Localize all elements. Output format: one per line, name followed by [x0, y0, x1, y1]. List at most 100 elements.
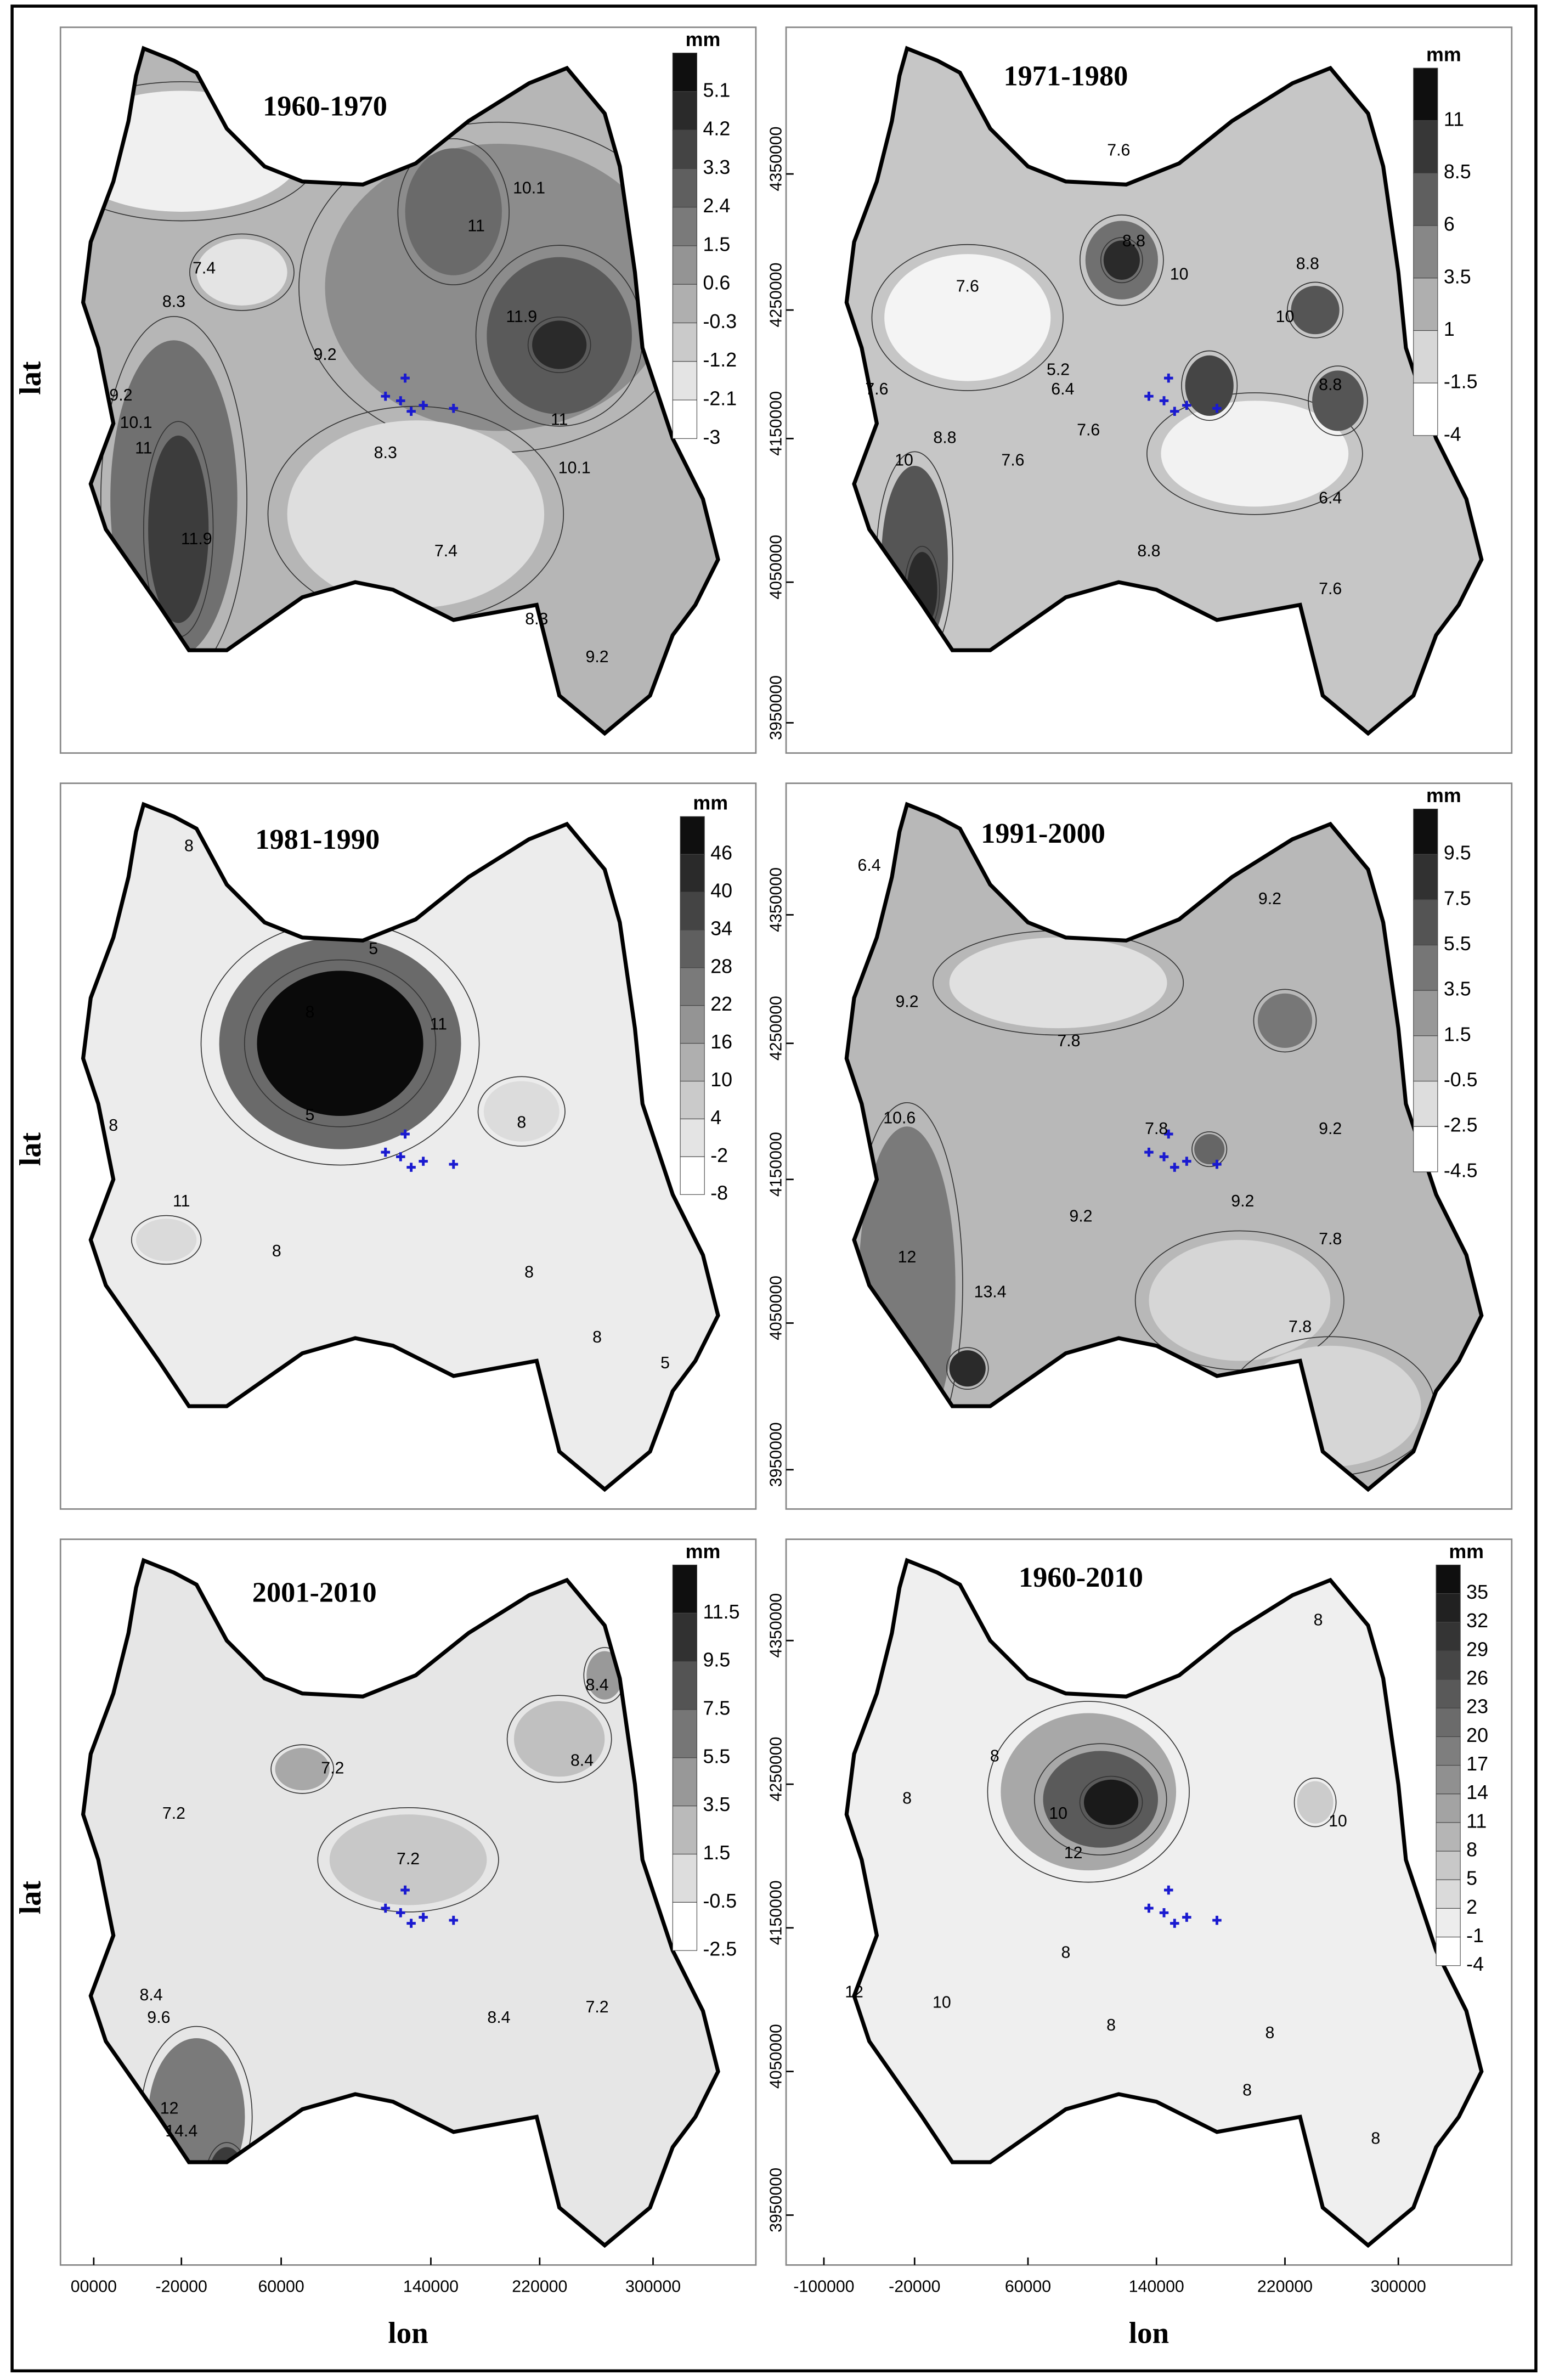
legend-label: 22 [710, 993, 732, 1015]
y-axis-label: lat [13, 1132, 47, 1166]
shade-zone [287, 420, 545, 608]
station [1212, 1159, 1222, 1169]
shade-zone [257, 971, 423, 1116]
legend-swatch [680, 967, 705, 1006]
legend-label: 8 [1466, 1839, 1477, 1861]
shade-zone [1161, 401, 1349, 507]
legend-label: 8.5 [1444, 161, 1471, 183]
y-tick-label: 4350000 [767, 127, 786, 191]
contour-label: 7.8 [1145, 1120, 1168, 1138]
contour-label: 9.2 [1319, 1120, 1342, 1138]
station [1164, 1129, 1173, 1139]
contour-label: 10 [1329, 1812, 1347, 1830]
station [396, 1908, 405, 1917]
contour-label: 11 [467, 217, 484, 235]
contour-label: 8 [524, 1264, 534, 1282]
station [400, 1129, 410, 1139]
contour-line [244, 959, 437, 1127]
station [1159, 1908, 1169, 1917]
legend-label: 10 [710, 1069, 732, 1091]
x-tick-label: 60000 [1005, 2278, 1051, 2296]
x-tick-label: 140000 [1129, 2278, 1184, 2296]
x-tick-label: 300000 [625, 2278, 681, 2296]
legend-label: -4 [1466, 1953, 1484, 1975]
contour-line [1146, 392, 1363, 515]
x-tick-label: 220000 [1257, 2278, 1313, 2296]
station [1170, 1163, 1179, 1172]
legend-label: 46 [710, 842, 732, 864]
legend-swatch [672, 1612, 698, 1662]
legend-swatch [1436, 1650, 1461, 1680]
contour-label: 8 [990, 1747, 999, 1765]
station [1144, 1147, 1154, 1157]
basin-outline [81, 46, 720, 736]
contour-label: 12 [1064, 1844, 1083, 1862]
contour-label: 8 [592, 1328, 602, 1346]
legend-swatch [672, 129, 698, 169]
y-tick-label: 4050000 [767, 1276, 786, 1340]
shade-zone [1291, 285, 1340, 335]
legend-swatch [1413, 330, 1438, 383]
contour-label: 6.4 [858, 856, 881, 875]
basin-outline [844, 802, 1484, 1492]
legend-swatch [1436, 1794, 1461, 1823]
station [406, 1919, 416, 1928]
y-tick-label: 4150000 [767, 391, 786, 456]
legend-label: 11.5 [703, 1601, 739, 1623]
contour-line [1034, 1743, 1167, 1856]
legend-label: 5.1 [703, 79, 730, 101]
contour-label: 7.6 [1001, 452, 1024, 470]
contour-label: 7.2 [397, 1850, 420, 1868]
legend-unit: mm [1426, 785, 1461, 807]
station [1159, 396, 1169, 405]
contour-label: 7.8 [1057, 1032, 1080, 1050]
legend-swatch [680, 1118, 705, 1157]
contour-label: 8.3 [374, 444, 397, 462]
legend-label: -8 [710, 1182, 728, 1204]
legend-swatch [1413, 1081, 1438, 1127]
legend-swatch [680, 929, 705, 968]
legend-swatch [1436, 1736, 1461, 1766]
y-tick-label: 3950000 [767, 2168, 786, 2232]
legend-swatch [680, 1081, 705, 1120]
station [449, 1915, 459, 1925]
shade-zone [483, 1081, 560, 1142]
legend-label: 0.6 [703, 272, 730, 294]
contour-line [317, 1807, 499, 1913]
x-tick-label: 60000 [258, 2278, 304, 2296]
contour-label: 13.4 [974, 1283, 1007, 1301]
y-axis-label: lat [13, 361, 47, 395]
contour-label: 8 [1061, 1944, 1070, 1962]
legend-label: 9.5 [703, 1649, 730, 1671]
map-shading [987, 1701, 1337, 1883]
legend-label: -2.5 [703, 1938, 737, 1960]
station [419, 401, 428, 410]
contour-label: 5 [660, 1354, 670, 1372]
contour-label: 8.8 [1296, 255, 1319, 273]
shade-zone [1149, 1239, 1331, 1361]
contour-label: 7.8 [1319, 1230, 1342, 1248]
contour-label: 5.2 [1047, 360, 1070, 379]
shade-zone [1194, 1134, 1225, 1165]
basin-fill [846, 48, 1482, 734]
contour-line [270, 1744, 335, 1794]
legend-swatch [672, 1709, 698, 1758]
legend-label: -4.5 [1444, 1159, 1478, 1181]
contour-label: 11.9 [181, 530, 212, 548]
y-tick-label: 4250000 [767, 996, 786, 1061]
legend-swatch [680, 1156, 705, 1195]
shade-zone [329, 1814, 487, 1905]
shade-zone [196, 239, 287, 306]
legend-swatch [672, 399, 698, 439]
station [1159, 1152, 1169, 1161]
legend-swatch [672, 322, 698, 362]
contour-label: 12 [160, 2100, 179, 2118]
shade-zone [949, 937, 1167, 1029]
legend-swatch [1436, 1593, 1461, 1623]
contour-line [397, 138, 510, 285]
legend-swatch [1413, 854, 1438, 900]
contour-label: 7.6 [1077, 421, 1100, 439]
legend-label: 3.5 [1444, 978, 1471, 1000]
contour-line [189, 233, 295, 311]
